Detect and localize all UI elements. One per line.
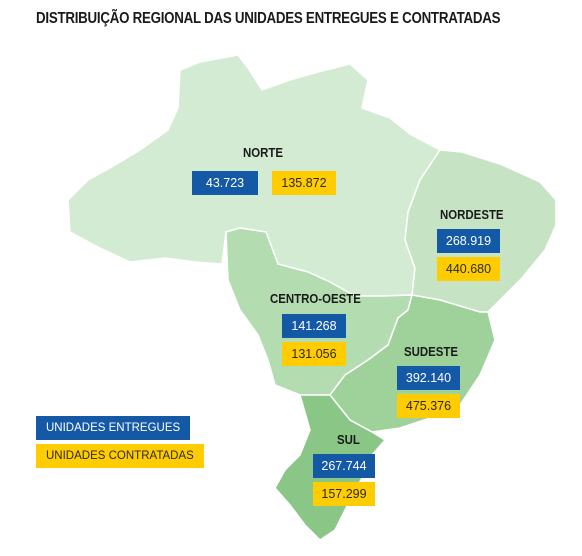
region-label-centro-oeste: CENTRO-OESTE [270,291,361,306]
sudeste-contracted-value: 475.376 [397,394,460,418]
nordeste-delivered-value: 268.919 [437,229,500,253]
region-label-nordeste: NORDESTE [440,207,504,222]
legend-contracted: UNIDADES CONTRATADAS [36,444,204,468]
legend-delivered: UNIDADES ENTREGUES [36,416,191,440]
region-label-norte: NORTE [243,145,284,160]
nordeste-contracted-value: 440.680 [437,257,500,281]
sul-contracted-value: 157.299 [313,482,375,506]
centro-oeste-delivered-value: 141.268 [282,314,346,338]
region-label-sudeste: SUDESTE [404,344,459,359]
centro-oeste-contracted-value: 131.056 [282,342,346,366]
norte-contracted-value: 135.872 [272,171,336,195]
region-label-sul: SUL [337,432,360,447]
norte-delivered-value: 43.723 [192,171,258,195]
page-title: DISTRIBUIÇÃO REGIONAL DAS UNIDADES ENTRE… [36,10,501,27]
sudeste-delivered-value: 392.140 [397,366,460,390]
sul-delivered-value: 267.744 [313,454,375,478]
